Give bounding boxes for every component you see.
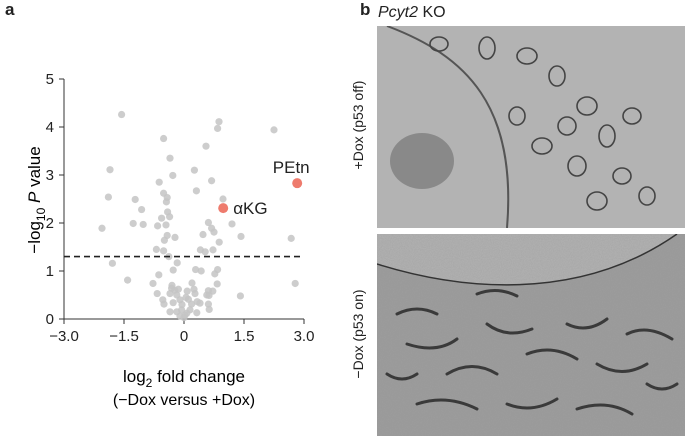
data-point [129, 219, 137, 228]
data-point [208, 177, 216, 185]
data-point [191, 289, 199, 298]
data-point [160, 247, 168, 255]
data-point [287, 234, 295, 242]
data-point [228, 220, 236, 228]
panel-b-label: b [360, 0, 371, 19]
data-point [173, 259, 181, 267]
data-point [171, 233, 179, 241]
data-point [153, 289, 161, 298]
data-point [219, 195, 227, 203]
y-tick-label: 1 [46, 263, 54, 280]
data-point [192, 187, 200, 195]
data-point [181, 311, 189, 319]
x-tick-label: 3.0 [294, 328, 315, 345]
data-point [186, 306, 194, 314]
data-point [188, 279, 196, 287]
genotype-title: Pcyt2 KO [378, 4, 446, 22]
data-point [166, 154, 174, 162]
y-tick-label: 0 [46, 311, 54, 328]
data-point [124, 276, 132, 284]
data-point [215, 118, 223, 126]
highlighted-point-label: αKG [233, 199, 267, 218]
data-point [166, 308, 174, 316]
data-point [139, 220, 147, 229]
x-tick-label: 0 [180, 328, 188, 345]
data-point [166, 213, 174, 221]
data-point [201, 248, 209, 256]
data-point [188, 300, 196, 308]
data-point [202, 142, 210, 150]
data-point [196, 299, 204, 307]
data-point [160, 236, 168, 244]
data-point [197, 267, 205, 275]
genotype-suffix: KO [418, 4, 446, 21]
data-point [178, 306, 186, 314]
data-point [193, 309, 201, 317]
x-tick-label: −3.0 [49, 328, 79, 345]
data-point [183, 287, 191, 295]
data-point [215, 238, 223, 246]
y-axis-label: −log10 P value [25, 146, 48, 253]
panel-a-label: a [5, 0, 15, 19]
data-point [214, 124, 222, 133]
data-point [209, 246, 217, 254]
top-image-label: +Dox (p53 off) [350, 80, 366, 170]
data-point [168, 281, 176, 289]
y-tick-label: 2 [46, 215, 54, 232]
data-point [169, 171, 177, 180]
highlighted-point-label: PEtn [273, 158, 310, 177]
data-point [138, 205, 146, 214]
y-tick-label: 5 [46, 71, 54, 88]
data-point [158, 214, 166, 222]
em-image-minus-dox [377, 234, 685, 436]
x-tick-label: −1.5 [109, 328, 139, 345]
data-point [160, 300, 168, 308]
data-point [169, 266, 177, 274]
data-point [204, 218, 212, 227]
data-point [210, 228, 218, 236]
data-point [98, 224, 106, 232]
data-point [149, 279, 157, 288]
data-point [169, 299, 177, 307]
y-tick-label: 4 [46, 119, 54, 136]
data-point [166, 289, 174, 298]
data-point [291, 279, 299, 288]
data-point [205, 291, 213, 300]
data-point [192, 265, 200, 274]
data-point [190, 166, 198, 174]
data-point [108, 259, 116, 267]
data-point [160, 134, 168, 143]
data-point [155, 271, 163, 279]
data-point [204, 300, 212, 308]
y-tick-label: 3 [46, 167, 54, 184]
data-point [152, 245, 160, 253]
data-point [237, 232, 245, 241]
data-point [211, 270, 219, 278]
em-image-plus-dox [377, 26, 685, 228]
data-point [118, 110, 126, 119]
data-point [199, 230, 207, 239]
genotype-gene: Pcyt2 [378, 4, 419, 21]
bottom-image-label: −Dox (p53 on) [350, 289, 366, 379]
x-axis-label-line2: (−Dox versus +Dox) [113, 392, 255, 409]
highlighted-point [292, 178, 303, 189]
data-point [213, 280, 221, 288]
data-point [174, 285, 182, 293]
data-point [131, 195, 139, 204]
data-point [205, 305, 213, 313]
highlighted-point [218, 203, 229, 214]
data-point [106, 166, 114, 174]
volcano-plot: −3.0 −1.5 0 1.5 3.0 0 1 2 3 4 5 PEtn αKG −log10 P v… [25, 71, 315, 409]
data-point [104, 193, 112, 201]
data-point [154, 222, 162, 230]
data-point [162, 198, 170, 206]
x-axis-label: log2 fold change [123, 367, 245, 390]
data-point [236, 292, 244, 300]
data-point [155, 178, 163, 186]
data-point [182, 293, 190, 301]
x-tick-label: 1.5 [234, 328, 255, 345]
data-point [270, 126, 278, 134]
data-point [162, 221, 170, 229]
data-point [178, 301, 186, 309]
